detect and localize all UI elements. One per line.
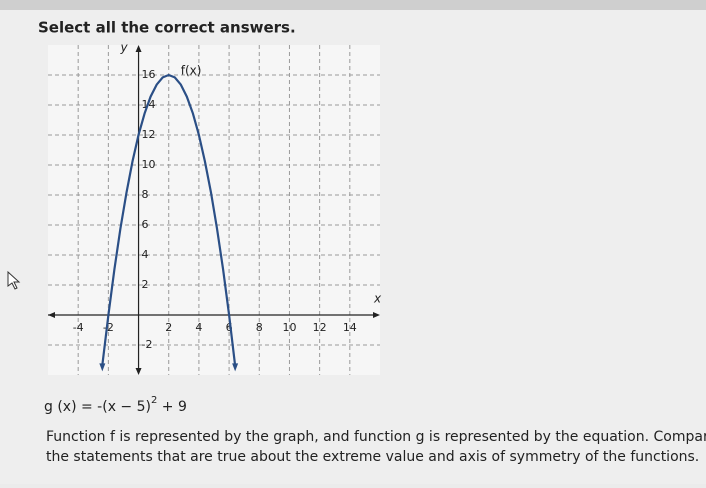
- y-tick-label: 12: [142, 128, 156, 141]
- instruction: Select all the correct answers.: [38, 19, 296, 37]
- x-tick-label: -4: [73, 321, 84, 334]
- x-tick-label: 10: [282, 321, 296, 334]
- x-tick-label: 8: [256, 321, 263, 334]
- x-tick-label: -2: [103, 321, 114, 334]
- question-line: Function f is represented by the graph, …: [46, 429, 706, 445]
- y-tick-label: 2: [142, 278, 149, 291]
- equation-rest: + 9: [157, 399, 187, 415]
- cursor: [7, 270, 21, 290]
- top-bar: [0, 0, 706, 10]
- x-tick-label: 2: [165, 321, 172, 334]
- equation-exponent: 2: [151, 395, 157, 406]
- y-tick-label: -2: [142, 338, 153, 351]
- y-tick-label: 10: [142, 158, 156, 171]
- curve-label: f(x): [181, 64, 202, 78]
- y-tick-label: 4: [142, 248, 149, 261]
- y-tick-label: 16: [142, 68, 156, 81]
- x-tick-label: 14: [343, 321, 357, 334]
- y-tick-label: 6: [142, 218, 149, 231]
- y-tick-label: 8: [142, 188, 149, 201]
- x-tick-label: 4: [195, 321, 202, 334]
- question-line: the statements that are true about the e…: [46, 449, 699, 465]
- x-tick-label: 12: [313, 321, 327, 334]
- curve: [101, 73, 237, 366]
- y-axis-label: y: [120, 41, 129, 55]
- x-tick-label: 6: [226, 321, 233, 334]
- equation-lhs: g (x) = -(x − 5): [44, 399, 151, 415]
- equation: g (x) = -(x − 5)2 + 9: [44, 395, 187, 415]
- x-axis-label: x: [373, 292, 382, 306]
